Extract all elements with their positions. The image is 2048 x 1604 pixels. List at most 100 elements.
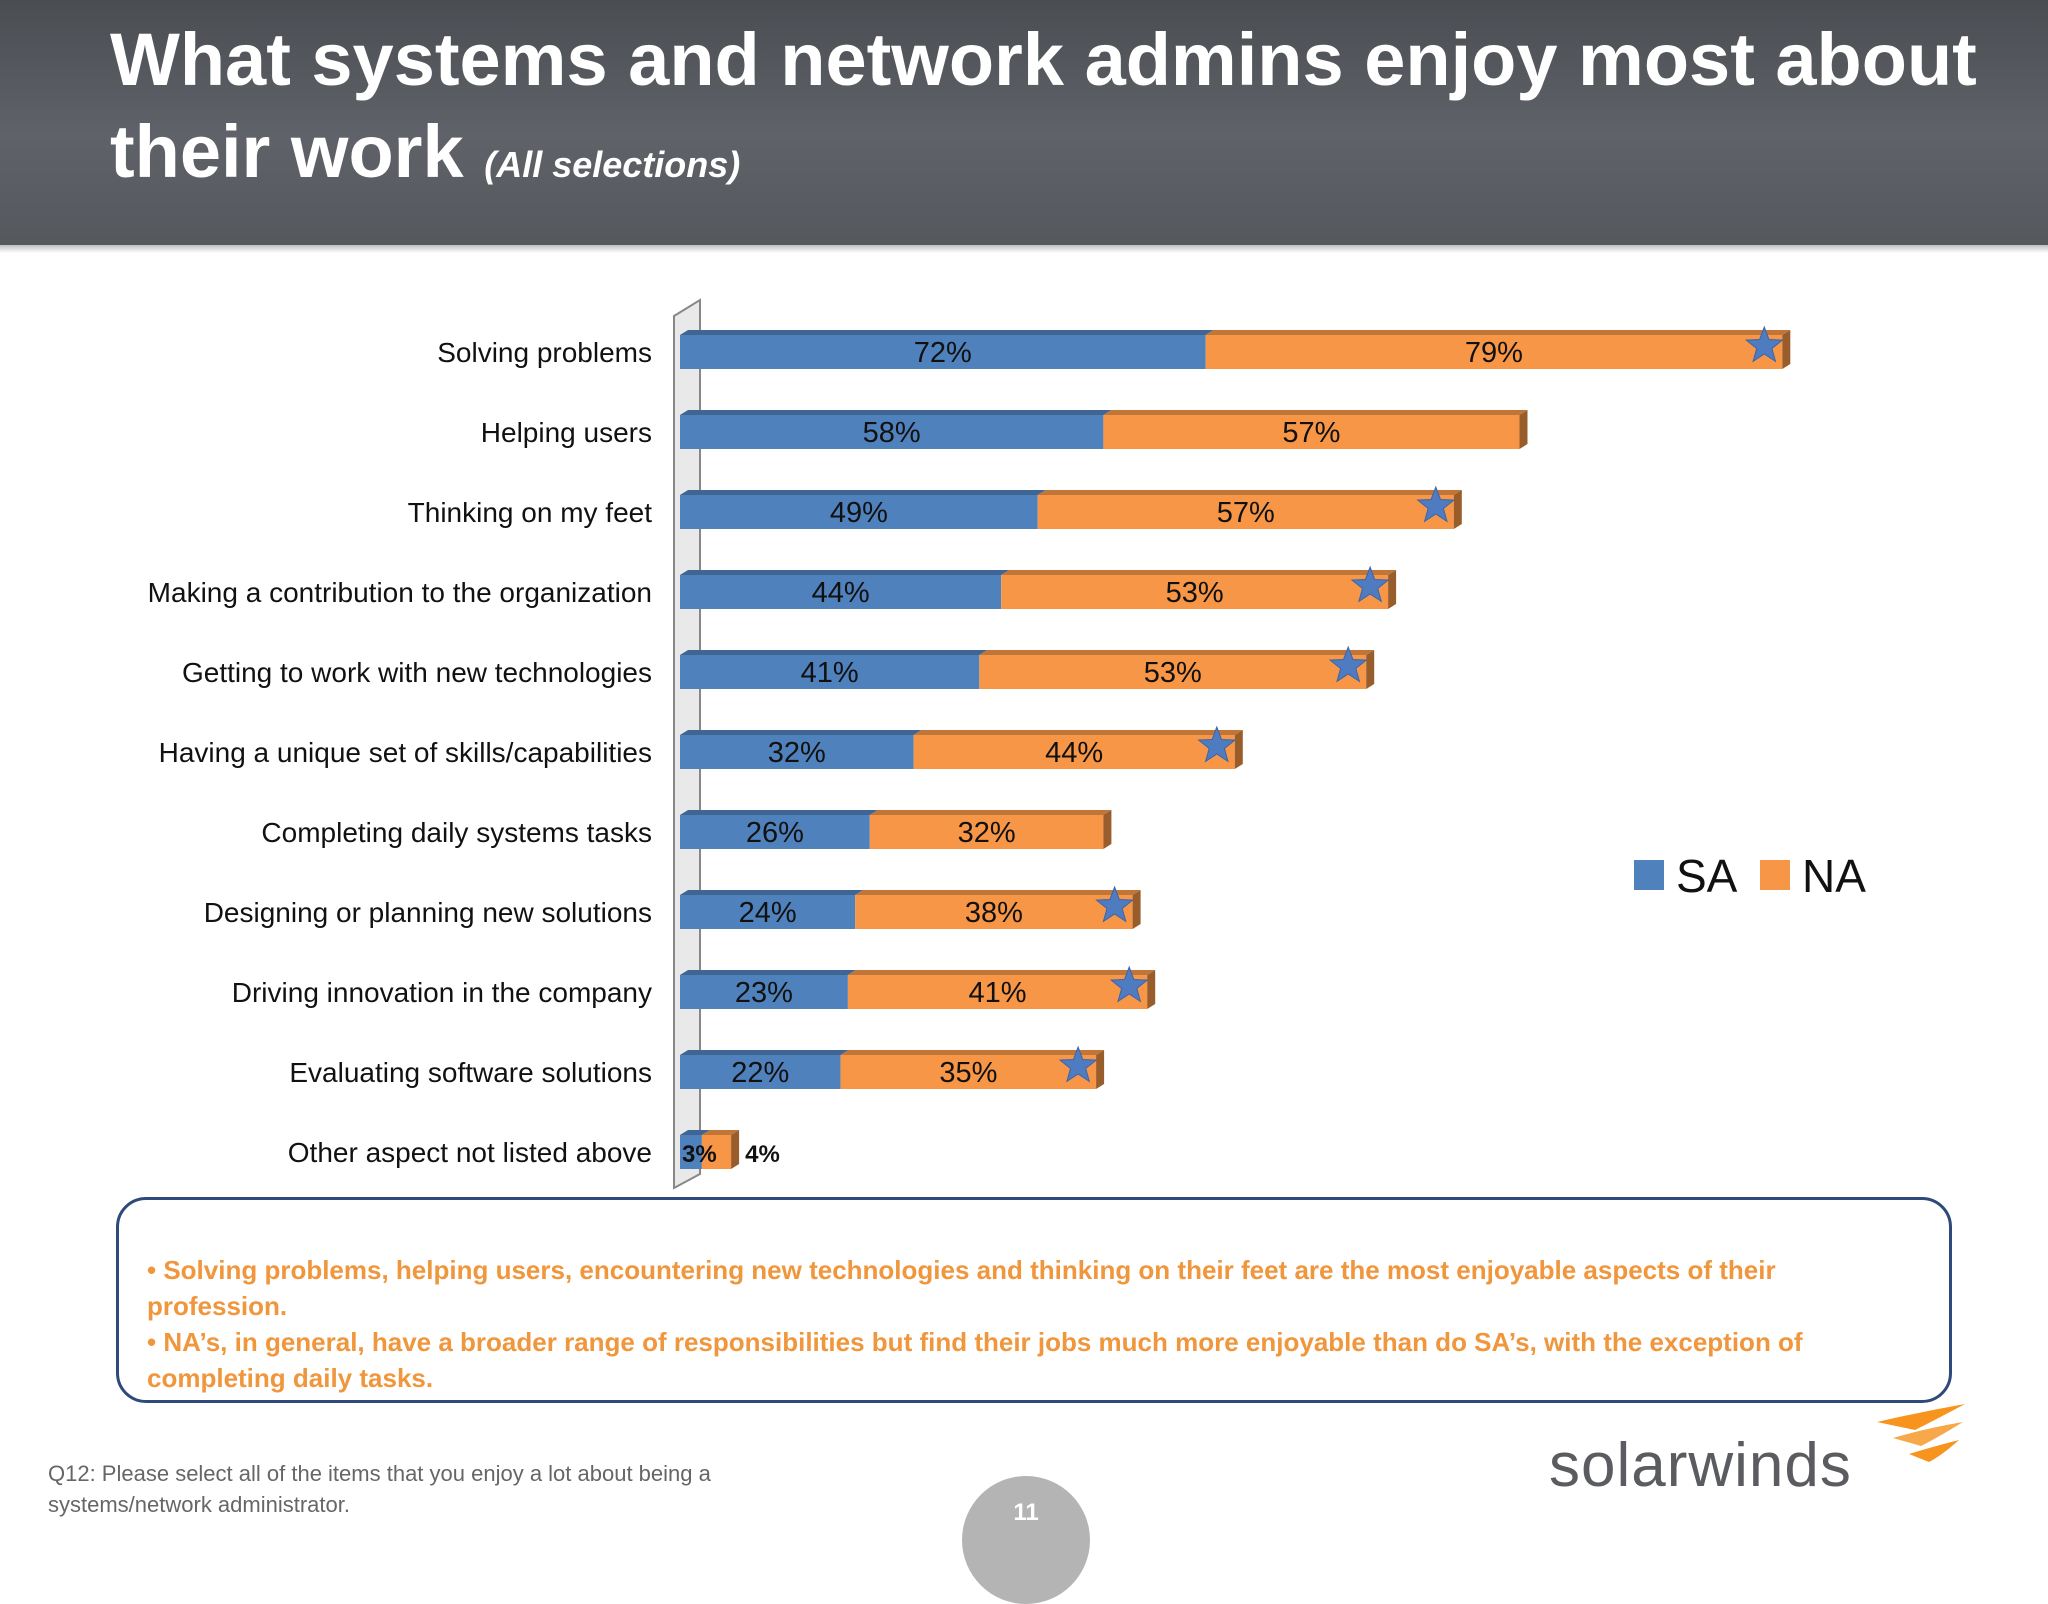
value-label: 32% — [958, 817, 1016, 849]
slide-title: What systems and network admins enjoy mo… — [110, 14, 1990, 211]
bar-top-face — [680, 490, 1046, 495]
category-label: Solving problems — [437, 337, 652, 368]
bar-side-face — [1388, 570, 1397, 609]
value-label: 3% — [682, 1141, 717, 1168]
bar-top-face — [847, 970, 1156, 975]
bar-top-face — [840, 1050, 1105, 1055]
significance-star-icon — [1350, 565, 1390, 603]
logo-flame-icon — [1877, 1404, 1965, 1462]
bar-side-face — [1147, 970, 1156, 1009]
bar-top-face — [680, 890, 864, 895]
value-label: 49% — [830, 497, 888, 529]
bar-sa — [680, 815, 870, 849]
significance-star-icon — [1095, 885, 1135, 923]
question-footnote: Q12: Please select all of the items that… — [48, 1461, 711, 1517]
bar-na — [979, 655, 1367, 689]
bar-side-face — [1234, 730, 1243, 769]
category-label: Other aspect not listed above — [288, 1137, 652, 1168]
bar-na — [1001, 575, 1389, 609]
bar-na — [847, 975, 1148, 1009]
title-subtitle: (All selections) — [484, 144, 741, 185]
value-label: 44% — [812, 577, 870, 609]
bar-top-face — [869, 810, 1112, 815]
category-label: Completing daily systems tasks — [261, 817, 652, 848]
category-label: Helping users — [481, 417, 652, 448]
category-label: Making a contribution to the organizatio… — [148, 577, 652, 608]
value-label: 32% — [768, 737, 826, 769]
value-label: 38% — [965, 897, 1023, 929]
bar-top-face — [855, 890, 1141, 895]
category-label: Designing or planning new solutions — [204, 897, 652, 928]
bar-sa — [680, 895, 856, 929]
stacked-bar-chart: Solving problems 72% 79% Helping users 58% 57… — [148, 298, 1866, 1190]
bar-na — [840, 1055, 1097, 1089]
bar-top-face — [680, 1050, 849, 1055]
slide-header: What systems and network admins enjoy mo… — [0, 0, 2048, 245]
finding-2: • NA’s, in general, have a broader range… — [147, 1327, 1803, 1393]
value-label: 58% — [863, 417, 921, 449]
bar-side-face — [1782, 330, 1791, 369]
bar-top-face — [680, 650, 988, 655]
significance-star-icon — [1744, 325, 1784, 363]
value-label: 53% — [1166, 577, 1224, 609]
bar-top-face — [1205, 330, 1791, 335]
category-label: Having a unique set of skills/capabiliti… — [159, 737, 652, 768]
bar-side-face — [1096, 1050, 1105, 1089]
bar-top-face — [701, 1130, 740, 1135]
legend-swatch-na — [1760, 860, 1790, 890]
value-label: 41% — [969, 977, 1027, 1009]
bar-sa — [680, 1135, 702, 1169]
value-label: 22% — [731, 1057, 789, 1089]
value-label: 44% — [1045, 737, 1103, 769]
bar-sa — [680, 495, 1038, 529]
legend-label-sa: SA — [1676, 850, 1738, 902]
value-label: 57% — [1217, 497, 1275, 529]
bar-sa — [680, 575, 1002, 609]
category-label: Evaluating software solutions — [289, 1057, 652, 1088]
bar-side-face — [1132, 890, 1141, 929]
bar-sa — [680, 1055, 841, 1089]
bar-top-face — [680, 410, 1112, 415]
solarwinds-logo: solarwinds — [1545, 1400, 1965, 1510]
value-label: 4% — [745, 1141, 780, 1168]
bar-top-face — [680, 330, 1214, 335]
value-label: 26% — [746, 817, 804, 849]
bar-side-face — [1519, 410, 1528, 449]
significance-star-icon — [1416, 485, 1456, 523]
value-label: 57% — [1282, 417, 1340, 449]
significance-star-icon — [1109, 965, 1149, 1003]
bar-sa — [680, 335, 1206, 369]
legend-swatch-sa — [1634, 860, 1664, 890]
bar-sa — [680, 975, 848, 1009]
value-label: 79% — [1465, 337, 1523, 369]
legend-label-na: NA — [1802, 850, 1866, 902]
value-label: 24% — [739, 897, 797, 929]
key-findings-box: • Solving problems, helping users, encou… — [116, 1197, 1952, 1403]
bar-top-face — [913, 730, 1243, 735]
bar-side-face — [731, 1130, 740, 1169]
value-label: 72% — [914, 337, 972, 369]
chart-legend: SA NA — [1634, 850, 1866, 902]
bar-na — [1103, 415, 1520, 449]
bar-top-face — [1103, 410, 1528, 415]
bar-side-face — [1103, 810, 1112, 849]
bar-na — [869, 815, 1104, 849]
page-number: 11 — [1013, 1499, 1039, 1526]
significance-star-icon — [1328, 645, 1368, 683]
bar-top-face — [680, 970, 856, 975]
bar-na — [701, 1135, 732, 1169]
chart-bars — [680, 330, 1791, 1169]
bar-sa — [680, 655, 980, 689]
category-label: Driving innovation in the company — [232, 977, 652, 1008]
bar-side-face — [1453, 490, 1462, 529]
chart-labels: Solving problems 72% 79% Helping users 58% 57… — [148, 325, 1784, 1168]
value-label: 41% — [801, 657, 859, 689]
significance-star-icon — [1058, 1045, 1098, 1083]
bar-top-face — [1001, 570, 1397, 575]
bar-sa — [680, 415, 1104, 449]
header-shadow — [0, 245, 2048, 253]
page-number-badge: 11 — [962, 1476, 1090, 1604]
bar-top-face — [680, 1130, 710, 1135]
value-label: 35% — [939, 1057, 997, 1089]
logo-wordmark: solarwinds — [1549, 1431, 1852, 1500]
